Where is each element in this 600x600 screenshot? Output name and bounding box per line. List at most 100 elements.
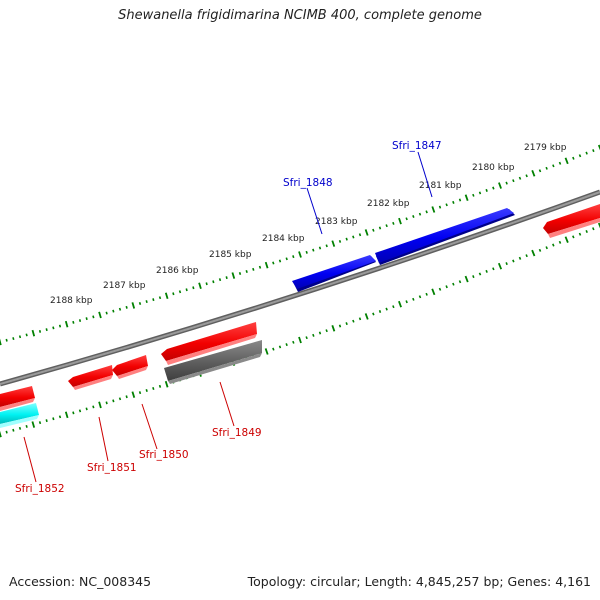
accession-text: Accession: NC_008345 [9,574,152,589]
scale-outer-minor-tick [572,156,575,160]
gene-offscreen-right[interactable] [543,204,600,238]
scale-outer-minor-tick [185,288,188,292]
scale-inner-minor-tick [552,243,555,247]
scale-inner-minor-tick [412,297,415,301]
scale-outer-minor-tick [585,151,588,155]
scale-outer-minor-tick [238,272,242,276]
scale-outer-minor-tick [118,307,122,311]
scale-inner-major-tick [497,262,503,270]
scale-inner-minor-tick [485,269,488,273]
scale-outer-major-tick [298,251,302,258]
scale-outer-minor-tick [558,161,562,165]
scale-outer-major-tick [498,182,502,189]
leader-line-sfri-1847 [417,151,433,198]
scale-outer-major-tick [98,311,102,319]
gene-sfri-1852-rna[interactable] [0,403,39,428]
scale-inner-minor-tick [518,256,522,260]
scale-inner-major-tick [597,222,600,229]
leader-line-sfri-1849 [219,381,235,427]
scale-inner-minor-tick [392,305,395,309]
scale-label-2186: 2186 kbp [156,266,199,276]
scale-inner-minor-tick [305,336,308,340]
gene-label-sfri-1848[interactable]: Sfri_1848 [283,177,333,189]
scale-inner-major-tick [564,236,569,243]
gene-sfri-1849[interactable] [164,340,262,384]
scale-inner-major-tick [264,348,269,355]
leader-line-sfri-1850 [141,403,158,450]
scale-inner-minor-tick [285,343,288,347]
scale-inner-major-tick [464,275,469,283]
scale-inner-minor-tick [585,229,588,234]
gene-sfri-1850-b[interactable] [112,355,148,379]
scale-outer-major-tick [264,261,269,269]
scale-label-2185: 2185 kbp [209,250,252,260]
scale-outer-minor-tick [105,311,108,315]
scale-inner-minor-tick [578,232,582,236]
scale-inner-minor-tick [592,227,595,231]
scale-outer-minor-tick [438,205,442,209]
scale-outer-minor-tick [345,237,348,241]
scale-outer-major-tick [431,206,436,213]
scale-inner-minor-tick [512,259,515,263]
gene-label-sfri-1849[interactable]: Sfri_1849 [212,427,262,439]
scale-inner-minor-tick [52,417,55,421]
scale-inner-minor-tick [5,430,8,434]
scale-outer-minor-tick [218,278,222,282]
gene-label-sfri-1852[interactable]: Sfri_1852 [15,483,65,495]
gene-sfri-1850-a[interactable] [161,322,257,365]
gene-label-sfri-1851[interactable]: Sfri_1851 [87,462,137,474]
scale-outer-major-tick [31,329,36,337]
scale-inner-minor-tick [425,292,428,296]
scale-inner-minor-tick [292,340,295,344]
genome-summary-text: Topology: circular; Length: 4,845,257 bp… [247,574,591,589]
scale-label-2180: 2180 kbp [472,163,515,173]
scale-outer-major-tick [564,157,569,165]
scale-inner-minor-tick [358,317,362,321]
scale-inner-major-tick [31,421,36,428]
scale-inner-minor-tick [78,409,82,413]
gene-sfri-1851[interactable] [68,365,113,390]
scale-outer-minor-tick [512,179,515,183]
scale-outer-minor-tick [78,319,82,322]
scale-label-2187: 2187 kbp [103,281,146,291]
scale-inner-major-tick [0,430,2,438]
scale-outer-minor-tick [38,330,42,333]
gene-sfri-1852-cds[interactable] [0,386,35,411]
gene-label-sfri-1850[interactable]: Sfri_1850 [139,449,189,461]
scale-outer-minor-tick [458,198,462,202]
scale-inner-minor-tick [112,399,115,403]
scale-outer-major-tick [597,144,600,151]
scale-inner-minor-tick [452,282,455,286]
scale-inner-minor-tick [92,405,95,409]
gene-label-sfri-1847[interactable]: Sfri_1847 [392,140,442,152]
scale-inner-minor-tick [85,407,88,411]
scale-inner-minor-tick [478,272,482,276]
scale-outer-minor-tick [72,320,75,324]
scale-inner-major-tick [531,249,536,257]
scale-outer-minor-tick [452,200,455,204]
scale-label-2183: 2183 kbp [315,217,358,227]
scale-inner-minor-tick [378,310,382,314]
scale-inner-minor-tick [325,329,328,333]
scale-inner-minor-tick [125,395,128,399]
scale-inner-minor-tick [572,235,575,239]
scale-outer-minor-tick [192,286,195,290]
scale-outer-minor-tick [145,300,148,304]
scale-outer-minor-tick [545,166,548,170]
scale-outer-minor-tick [172,292,175,296]
gene-sfri-1847[interactable] [375,208,515,265]
scale-label-2181: 2181 kbp [419,181,462,191]
scale-inner-minor-tick [45,419,48,423]
gene-sfri-1848[interactable] [292,255,376,292]
scale-outer-minor-tick [472,193,475,197]
scale-outer-minor-tick [258,265,262,269]
scale-inner-minor-tick [405,300,408,304]
scale-outer-major-tick [198,282,202,290]
scale-outer-minor-tick [158,296,162,300]
scale-outer-minor-tick [292,255,295,259]
scale-inner-major-tick [331,325,336,332]
scale-outer-minor-tick [25,333,28,337]
scale-outer-major-tick [531,169,536,177]
scale-inner-major-tick [364,313,369,320]
